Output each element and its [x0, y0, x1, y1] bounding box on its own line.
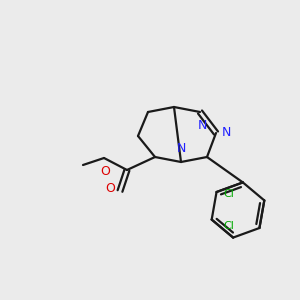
Text: Cl: Cl	[224, 220, 235, 231]
Text: O: O	[105, 182, 115, 196]
Text: N: N	[222, 127, 231, 140]
Text: Cl: Cl	[224, 189, 234, 199]
Text: N: N	[176, 142, 186, 155]
Text: O: O	[100, 165, 110, 178]
Text: N: N	[197, 119, 207, 132]
